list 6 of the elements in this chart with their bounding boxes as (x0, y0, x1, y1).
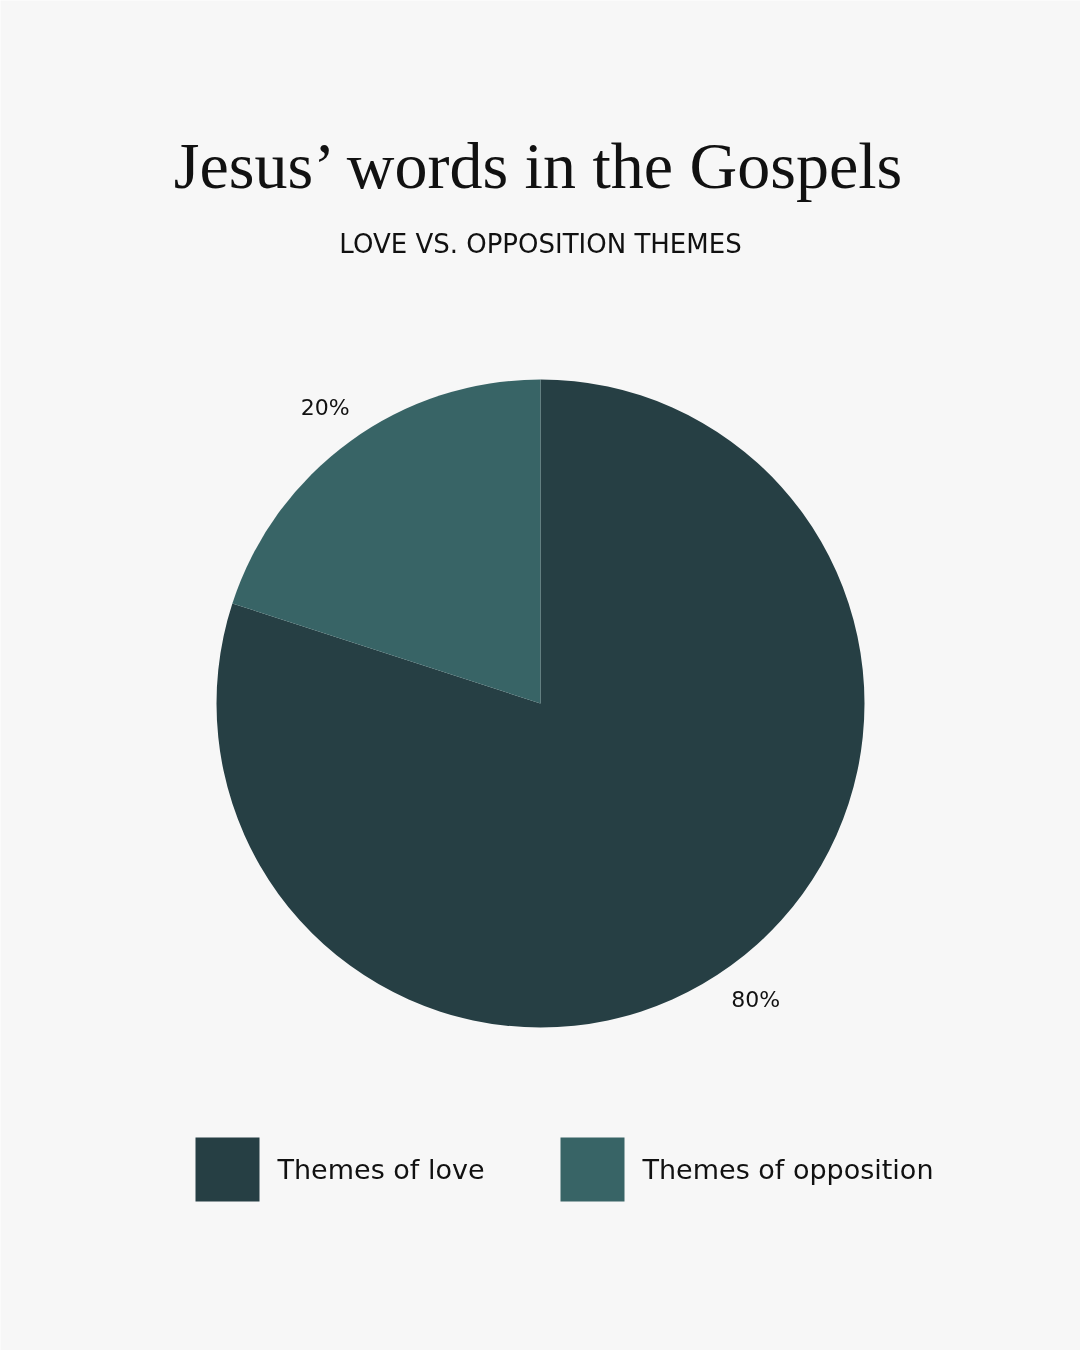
legend-label: Themes of opposition (641, 1154, 934, 1185)
chart-title: Jesus’ words in the Gospels (173, 129, 903, 202)
data-label: 80% (731, 987, 781, 1013)
legend-label: Themes of love (276, 1154, 485, 1185)
data-label: 20% (300, 394, 350, 420)
chart-subtitle: LOVE VS. OPPOSITION THEMES (339, 228, 742, 259)
